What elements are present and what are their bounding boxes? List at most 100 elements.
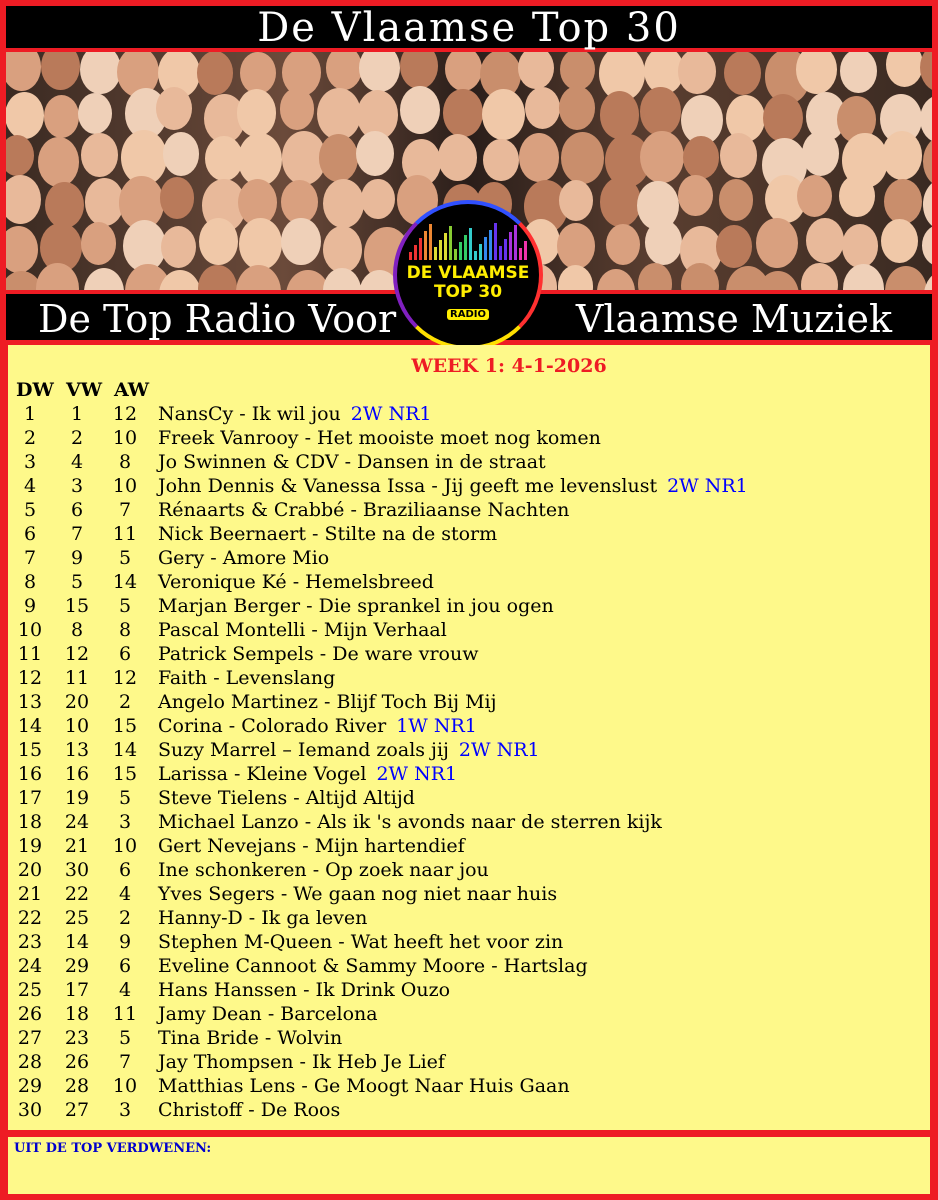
rank-last-week: 24	[64, 811, 90, 833]
rank-last-week: 30	[64, 859, 90, 881]
rank-last-week: 6	[70, 499, 84, 521]
weeks-in-chart: 10	[112, 475, 138, 497]
artist-photo	[605, 224, 640, 266]
artist-photo	[884, 178, 922, 224]
artist-photo	[881, 131, 923, 181]
weeks-in-chart: 12	[112, 667, 138, 689]
equalizer-icon	[397, 218, 539, 260]
artist-photo	[678, 52, 716, 95]
rank-last-week: 16	[64, 763, 90, 785]
song-title: Jo Swinnen & CDV - Dansen in de straat	[158, 451, 546, 473]
chart-panel: WEEK 1: 4-1-2026 DW VW AW 1 1 12 NansCy - I…	[8, 345, 930, 1130]
rank-last-week: 26	[64, 1051, 90, 1073]
song-title: Patrick Sempels - De ware vrouw	[158, 643, 479, 665]
dropped-out-label: UIT DE TOP VERDWENEN:	[14, 1141, 212, 1156]
artist-photo	[198, 265, 238, 290]
artist-photo	[645, 220, 683, 265]
rank-this-week: 17	[17, 787, 43, 809]
rank-last-week: 20	[64, 691, 90, 713]
artist-photo	[805, 218, 844, 264]
artist-photo	[322, 178, 364, 229]
artist-photo	[121, 130, 167, 185]
number-one-badge: 2W NR1	[376, 763, 458, 785]
artist-photo	[556, 223, 596, 270]
number-one-badge: 2W NR1	[667, 475, 748, 497]
artist-photo	[239, 218, 282, 270]
weeks-in-chart: 9	[118, 931, 132, 953]
rank-this-week: 7	[23, 547, 37, 569]
artist-photo	[763, 93, 803, 142]
weeks-in-chart: 3	[118, 1099, 132, 1121]
dropped-out-panel: UIT DE TOP VERDWENEN:	[8, 1137, 930, 1194]
artist-photo	[797, 175, 833, 218]
weeks-in-chart: 4	[118, 979, 132, 1001]
artist-photo	[41, 52, 81, 90]
artist-photo	[281, 52, 321, 96]
rank-this-week: 10	[17, 619, 43, 641]
weeks-in-chart: 14	[112, 571, 138, 593]
rank-last-week: 27	[64, 1099, 90, 1121]
artist-photo	[796, 52, 837, 95]
rank-this-week: 8	[23, 571, 37, 593]
rank-last-week: 5	[70, 571, 84, 593]
rank-last-week: 28	[64, 1075, 90, 1097]
artist-photo	[198, 218, 238, 265]
weeks-in-chart: 15	[112, 715, 138, 737]
rank-this-week: 16	[17, 763, 43, 785]
song-title: Eveline Cannoot & Sammy Moore - Hartslag	[158, 955, 588, 977]
artist-photo	[923, 135, 932, 188]
artist-photo	[443, 89, 483, 137]
logo-radio: RADIO	[447, 309, 489, 320]
artist-photo	[83, 267, 124, 290]
rank-this-week: 11	[17, 643, 43, 665]
artist-photo	[356, 130, 395, 177]
song-title: Gert Nevejans - Mijn hartendief	[158, 835, 465, 857]
song-title: NansCy - Ik wil jou	[158, 403, 341, 425]
artist-photo	[236, 88, 277, 137]
weeks-in-chart: 10	[112, 835, 138, 857]
song-title: Suzy Marrel – Iemand zoals jij	[158, 739, 449, 761]
artist-photo	[281, 179, 319, 224]
rank-this-week: 29	[17, 1075, 43, 1097]
artist-photo	[921, 225, 932, 267]
artist-photo	[318, 134, 359, 182]
artist-photo	[716, 225, 752, 269]
song-title: Hans Hanssen - Ik Drink Ouzo	[158, 979, 451, 1001]
artist-photo	[599, 176, 642, 227]
artist-photo	[323, 225, 363, 273]
rank-this-week: 27	[17, 1027, 43, 1049]
rank-last-week: 25	[64, 907, 90, 929]
artist-photo	[599, 91, 640, 139]
column-header-aw: AW	[114, 379, 150, 401]
song-title: Yves Segers - We gaan nog niet naar huis	[158, 883, 558, 905]
rank-last-week: 2	[70, 427, 84, 449]
rank-this-week: 13	[17, 691, 43, 713]
weeks-in-chart: 6	[118, 643, 132, 665]
artist-photo	[77, 93, 112, 135]
artist-photo	[317, 87, 361, 140]
rank-last-week: 4	[70, 451, 84, 473]
artist-photo	[323, 267, 362, 290]
weeks-in-chart: 11	[112, 523, 138, 545]
artist-photo	[637, 262, 673, 290]
weeks-in-chart: 8	[118, 619, 132, 641]
rank-last-week: 13	[64, 739, 90, 761]
song-title: Freek Vanrooy - Het mooiste moet nog kom…	[158, 427, 601, 449]
artist-photo	[880, 218, 918, 264]
artist-photo	[84, 178, 125, 226]
song-title: Jamy Dean - Barcelona	[158, 1003, 378, 1025]
rank-this-week: 25	[17, 979, 43, 1001]
artist-photo	[678, 175, 713, 217]
artist-photo	[559, 86, 596, 130]
artist-photo	[205, 135, 243, 182]
rank-last-week: 19	[64, 787, 90, 809]
weeks-in-chart: 15	[112, 763, 138, 785]
artist-photo	[6, 52, 42, 92]
artist-photo	[156, 86, 193, 131]
artist-photo	[518, 52, 554, 90]
rank-this-week: 30	[17, 1099, 43, 1121]
rank-last-week: 15	[64, 595, 90, 617]
artist-photo	[884, 265, 928, 290]
weeks-in-chart: 5	[118, 1027, 132, 1049]
radio-logo: DE VLAAMSE TOP 30 RADIO	[393, 200, 543, 350]
